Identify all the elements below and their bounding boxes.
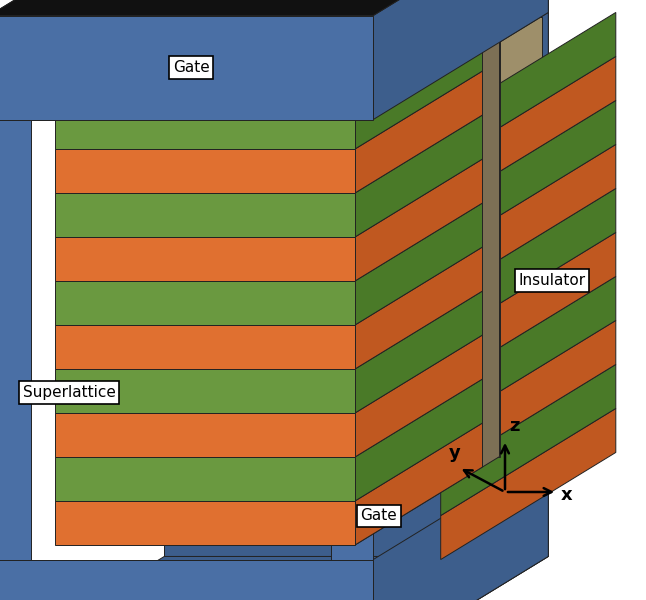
Polygon shape xyxy=(441,364,616,515)
Polygon shape xyxy=(355,423,483,545)
Polygon shape xyxy=(355,159,483,281)
Polygon shape xyxy=(355,71,483,193)
Text: Insulator: Insulator xyxy=(519,273,585,288)
Polygon shape xyxy=(441,188,616,340)
Text: Gate: Gate xyxy=(360,508,397,523)
Polygon shape xyxy=(55,149,355,193)
Polygon shape xyxy=(441,13,616,164)
Polygon shape xyxy=(55,193,355,237)
Polygon shape xyxy=(158,17,499,457)
Polygon shape xyxy=(355,159,483,281)
Polygon shape xyxy=(373,0,548,600)
Polygon shape xyxy=(373,0,548,119)
Polygon shape xyxy=(441,409,616,560)
Polygon shape xyxy=(0,0,548,16)
Text: Gate: Gate xyxy=(173,60,209,75)
Polygon shape xyxy=(441,145,616,296)
Polygon shape xyxy=(55,413,355,457)
Polygon shape xyxy=(441,56,616,208)
Polygon shape xyxy=(331,119,373,560)
Polygon shape xyxy=(55,369,355,413)
Polygon shape xyxy=(158,17,541,457)
Polygon shape xyxy=(0,16,373,119)
Polygon shape xyxy=(355,203,483,325)
Polygon shape xyxy=(355,247,483,369)
Polygon shape xyxy=(355,27,483,149)
Polygon shape xyxy=(0,16,373,119)
Polygon shape xyxy=(0,556,548,600)
Polygon shape xyxy=(0,560,373,600)
Polygon shape xyxy=(55,27,483,105)
Polygon shape xyxy=(0,0,548,16)
Polygon shape xyxy=(355,27,483,149)
Text: z: z xyxy=(509,417,519,435)
Polygon shape xyxy=(355,291,483,413)
Text: x: x xyxy=(561,486,572,504)
Polygon shape xyxy=(164,452,548,556)
Polygon shape xyxy=(355,115,483,237)
Polygon shape xyxy=(55,27,483,105)
Polygon shape xyxy=(0,560,373,600)
Polygon shape xyxy=(55,281,355,325)
Polygon shape xyxy=(355,71,483,193)
Polygon shape xyxy=(355,423,483,545)
Polygon shape xyxy=(373,0,548,119)
Text: Superlattice: Superlattice xyxy=(23,385,116,400)
Polygon shape xyxy=(441,277,616,428)
Polygon shape xyxy=(55,457,355,501)
Polygon shape xyxy=(441,100,616,251)
Polygon shape xyxy=(164,0,548,13)
Polygon shape xyxy=(355,379,483,501)
Polygon shape xyxy=(55,325,355,369)
Polygon shape xyxy=(373,452,548,600)
Polygon shape xyxy=(164,0,548,556)
Polygon shape xyxy=(355,203,483,325)
Polygon shape xyxy=(355,115,483,237)
Polygon shape xyxy=(441,320,616,472)
Polygon shape xyxy=(0,119,31,560)
Polygon shape xyxy=(355,17,499,545)
Polygon shape xyxy=(55,105,355,149)
Polygon shape xyxy=(355,17,499,545)
Polygon shape xyxy=(355,335,483,457)
Polygon shape xyxy=(355,247,483,369)
Polygon shape xyxy=(355,291,483,413)
Polygon shape xyxy=(55,237,355,281)
Polygon shape xyxy=(55,501,355,545)
Polygon shape xyxy=(355,335,483,457)
Polygon shape xyxy=(355,379,483,501)
Text: y: y xyxy=(449,443,461,461)
Polygon shape xyxy=(441,232,616,383)
